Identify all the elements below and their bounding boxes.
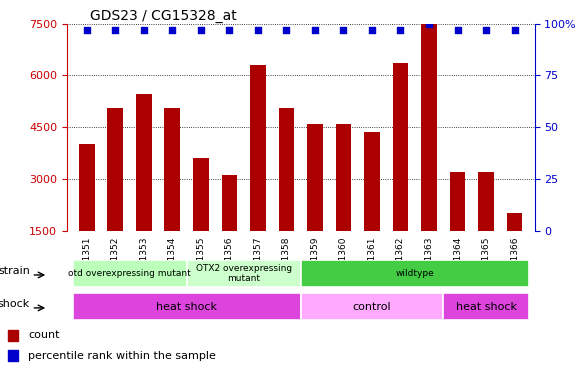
- Point: [396, 27, 405, 33]
- Point: [310, 27, 320, 33]
- Point: [225, 27, 234, 33]
- Point: [168, 27, 177, 33]
- Bar: [193, 158, 209, 282]
- Text: OTX2 overexpressing
mutant: OTX2 overexpressing mutant: [196, 264, 292, 283]
- Text: strain: strain: [0, 266, 30, 276]
- Text: control: control: [353, 302, 391, 311]
- Bar: [278, 108, 294, 282]
- Text: otd overexpressing mutant: otd overexpressing mutant: [68, 269, 191, 278]
- Text: heat shock: heat shock: [156, 302, 217, 311]
- Bar: [364, 132, 380, 282]
- Point: [482, 27, 491, 33]
- Bar: [301, 260, 529, 287]
- Bar: [301, 293, 443, 320]
- Bar: [443, 293, 529, 320]
- Bar: [8, 350, 18, 361]
- Bar: [250, 65, 266, 282]
- Bar: [393, 63, 408, 282]
- Bar: [221, 175, 237, 282]
- Point: [282, 27, 291, 33]
- Point: [339, 27, 348, 33]
- Bar: [164, 108, 180, 282]
- Bar: [8, 330, 18, 341]
- Text: count: count: [28, 330, 60, 340]
- Bar: [73, 293, 301, 320]
- Text: wildtype: wildtype: [395, 269, 434, 278]
- Bar: [73, 260, 187, 287]
- Text: heat shock: heat shock: [456, 302, 517, 311]
- Bar: [421, 24, 437, 282]
- Bar: [107, 108, 123, 282]
- Text: GDS23 / CG15328_at: GDS23 / CG15328_at: [90, 9, 237, 23]
- Bar: [187, 260, 301, 287]
- Point: [253, 27, 263, 33]
- Bar: [307, 124, 323, 282]
- Point: [367, 27, 376, 33]
- Bar: [507, 213, 522, 282]
- Point: [139, 27, 149, 33]
- Bar: [450, 172, 465, 282]
- Point: [510, 27, 519, 33]
- Point: [424, 21, 433, 27]
- Text: percentile rank within the sample: percentile rank within the sample: [28, 351, 216, 361]
- Point: [82, 27, 91, 33]
- Point: [110, 27, 120, 33]
- Bar: [136, 94, 152, 282]
- Text: shock: shock: [0, 299, 30, 309]
- Point: [453, 27, 462, 33]
- Point: [196, 27, 206, 33]
- Bar: [336, 124, 352, 282]
- Bar: [79, 145, 95, 282]
- Bar: [478, 172, 494, 282]
